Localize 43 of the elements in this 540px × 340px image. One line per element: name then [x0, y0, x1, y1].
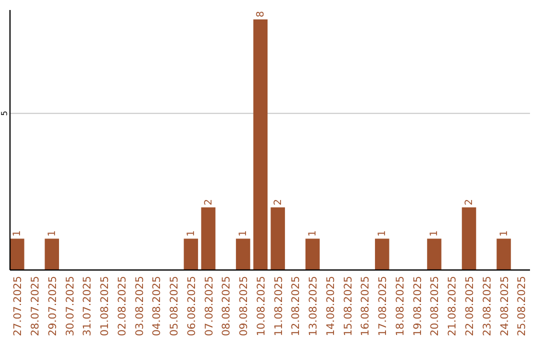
data-label: 1: [186, 230, 197, 237]
x-tick-label: 04.08.2025: [151, 276, 164, 336]
x-tick-label: 03.08.2025: [134, 276, 146, 336]
x-tick-label: 29.07.2025: [46, 276, 59, 336]
x-tick-label: 27.07.2025: [12, 276, 24, 336]
data-label: 1: [377, 230, 388, 237]
x-tick-label: 14.08.2025: [324, 276, 337, 336]
x-tick-label: 10.08.2025: [255, 276, 268, 336]
x-tick-label: 19.08.2025: [412, 276, 424, 336]
x-tick-label: 22.08.2025: [464, 276, 476, 336]
x-tick-label: 15.08.2025: [342, 276, 354, 336]
x-tick-label: 18.08.2025: [394, 276, 406, 336]
data-label: 2: [272, 198, 284, 206]
data-label: 1: [238, 230, 250, 237]
x-tick-label: 23.08.2025: [481, 276, 494, 336]
x-tick-label: 25.08.2025: [516, 276, 528, 336]
x-tick-label: 13.08.2025: [308, 276, 320, 336]
data-label: 1: [46, 230, 58, 237]
data-label: 1: [12, 230, 24, 237]
data-label: 8: [255, 11, 266, 18]
x-tick-label: 01.08.2025: [99, 276, 112, 336]
x-tick-label: 17.08.2025: [377, 276, 390, 336]
data-label: 2: [464, 198, 475, 206]
data-label: 1: [429, 230, 440, 237]
x-tick-label: 31.07.2025: [82, 276, 94, 336]
data-label: 1: [308, 230, 319, 237]
y-tick-label: 5: [0, 110, 9, 116]
x-tick-label: 07.08.2025: [203, 276, 216, 336]
x-tick-label: 11.08.2025: [272, 276, 285, 336]
x-tick-label: 09.08.2025: [238, 276, 250, 336]
data-label: 2: [203, 198, 214, 206]
x-tick-label: 12.08.2025: [290, 276, 302, 336]
x-tick-label: 08.08.2025: [220, 276, 233, 336]
x-tick-label: 20.08.2025: [429, 276, 442, 336]
x-tick-label: 16.08.2025: [360, 276, 372, 336]
x-tick-label: 30.07.2025: [64, 276, 76, 336]
x-tick-label: 02.08.2025: [116, 276, 128, 336]
x-tick-label: 05.08.2025: [168, 276, 181, 336]
x-tick-label: 24.08.2025: [498, 276, 511, 336]
data-label: 1: [498, 230, 510, 237]
x-tick-label: 28.07.2025: [30, 276, 42, 336]
x-tick-label: 21.08.2025: [446, 276, 459, 336]
x-tick-label: 06.08.2025: [186, 276, 198, 336]
